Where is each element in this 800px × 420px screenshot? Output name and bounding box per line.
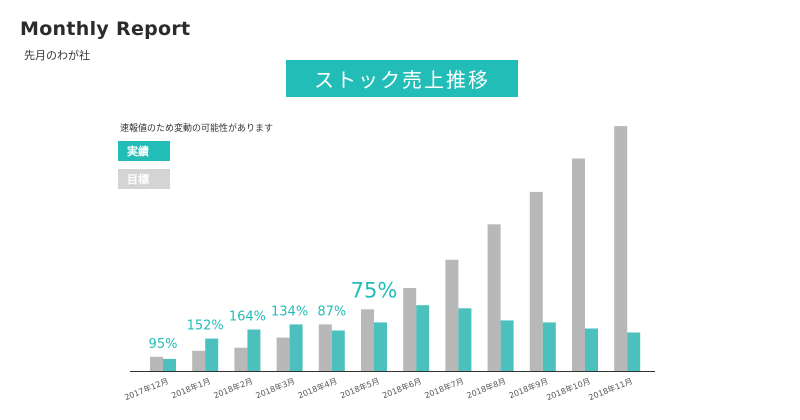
bar-target bbox=[614, 126, 628, 371]
x-tick-label: 2018年2月 bbox=[212, 376, 254, 401]
x-tick-label: 2018年1月 bbox=[170, 376, 212, 401]
bar-actual bbox=[585, 328, 598, 371]
annotation-label: 95% bbox=[149, 337, 178, 352]
bar-target bbox=[403, 288, 417, 371]
bar-actual bbox=[458, 308, 472, 371]
bar-actual bbox=[627, 332, 641, 371]
bar-target bbox=[318, 324, 332, 371]
bar-actual bbox=[416, 305, 430, 371]
bar-actual bbox=[163, 358, 176, 371]
x-tick-label: 2018年4月 bbox=[296, 376, 338, 401]
bar-actual bbox=[331, 330, 345, 371]
x-tick-label: 2018年5月 bbox=[339, 376, 381, 401]
bar-actual bbox=[374, 322, 387, 371]
bar-actual bbox=[205, 338, 219, 371]
bar-target bbox=[234, 347, 248, 371]
x-tick-label: 2018年10月 bbox=[545, 376, 592, 403]
x-tick-label: 2018年3月 bbox=[254, 376, 296, 401]
bar-target bbox=[445, 259, 459, 371]
bar-target bbox=[361, 309, 374, 371]
annotation-label: 75% bbox=[351, 278, 398, 302]
bar-target bbox=[572, 158, 585, 371]
bar-actual bbox=[289, 324, 303, 371]
x-tick-label: 2018年9月 bbox=[507, 376, 549, 401]
legend-actual-label: 実績 bbox=[127, 145, 149, 158]
preliminary-note: 速報値のため変動の可能性があります bbox=[120, 124, 274, 134]
x-tick-label: 2018年11月 bbox=[587, 376, 634, 403]
legend-actual: 実績 bbox=[118, 141, 170, 161]
annotation-label: 134% bbox=[271, 304, 308, 319]
x-tick-label: 2018年6月 bbox=[381, 376, 423, 401]
annotation-label: 87% bbox=[317, 304, 346, 319]
annotation-label: 152% bbox=[187, 319, 224, 334]
bar-target bbox=[487, 224, 501, 371]
bar-target bbox=[529, 191, 543, 371]
bar-actual bbox=[500, 320, 514, 371]
bar-actual bbox=[247, 329, 261, 371]
x-tick-label: 2017年12月 bbox=[123, 376, 170, 403]
report-subtitle: 先月のわが社 bbox=[24, 49, 90, 62]
annotation-label: 164% bbox=[229, 310, 266, 325]
legend-target: 目標 bbox=[118, 169, 170, 189]
x-tick-label: 2018年7月 bbox=[423, 376, 465, 401]
x-tick-label: 2018年8月 bbox=[465, 376, 507, 401]
bar-actual bbox=[542, 322, 556, 371]
legend-target-label: 目標 bbox=[127, 173, 149, 186]
bar-target bbox=[276, 337, 290, 371]
chart-title: ストック売上推移 bbox=[286, 60, 518, 97]
bar-target bbox=[150, 356, 163, 371]
report-title: Monthly Report bbox=[20, 18, 191, 40]
bar-target bbox=[192, 350, 206, 371]
